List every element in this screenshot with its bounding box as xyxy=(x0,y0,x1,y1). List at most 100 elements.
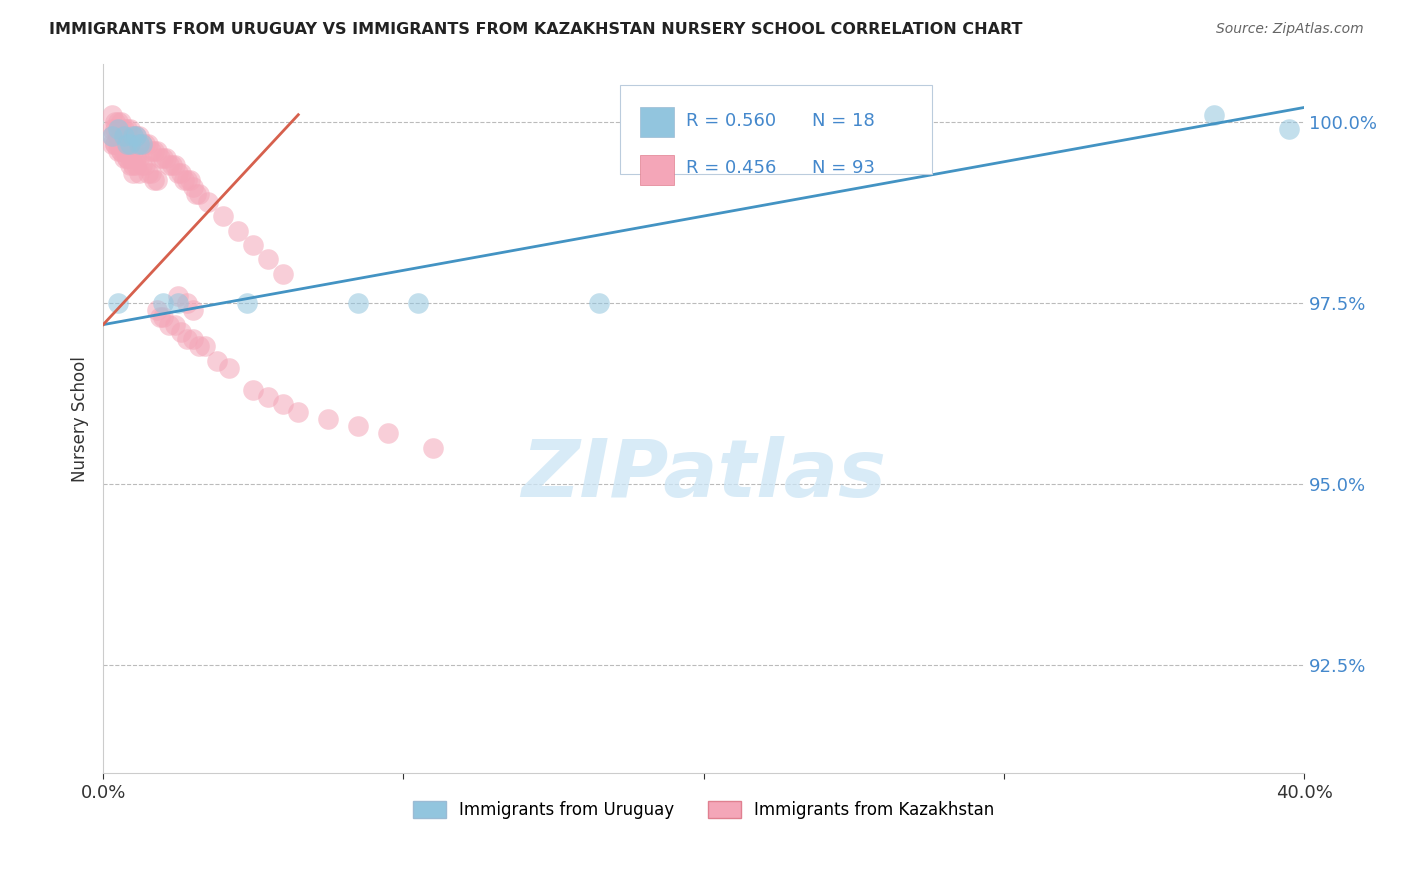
Bar xyxy=(640,107,673,137)
Point xyxy=(112,129,135,144)
Point xyxy=(186,187,208,202)
FancyBboxPatch shape xyxy=(620,86,932,174)
Point xyxy=(181,303,204,318)
Point xyxy=(110,115,132,129)
Point xyxy=(128,166,150,180)
Point xyxy=(149,151,172,165)
Point xyxy=(236,296,259,310)
Point xyxy=(107,129,129,144)
Point xyxy=(143,144,166,158)
Point xyxy=(179,173,201,187)
Point xyxy=(112,144,135,158)
Point xyxy=(152,151,174,165)
Point xyxy=(101,108,124,122)
Point xyxy=(104,115,127,129)
Point xyxy=(318,411,340,425)
Point xyxy=(131,158,153,172)
Text: ZIPatlas: ZIPatlas xyxy=(522,436,886,515)
Point xyxy=(141,144,163,158)
Point xyxy=(347,419,370,434)
Point xyxy=(167,288,190,302)
Point xyxy=(155,151,177,165)
Point xyxy=(120,144,142,158)
Point xyxy=(110,144,132,158)
Point xyxy=(104,136,127,151)
Point xyxy=(165,158,187,172)
Point xyxy=(122,144,145,158)
Point xyxy=(136,166,159,180)
Point xyxy=(125,129,148,144)
Point xyxy=(112,151,135,165)
Point xyxy=(205,354,228,368)
Point xyxy=(181,180,204,194)
Text: IMMIGRANTS FROM URUGUAY VS IMMIGRANTS FROM KAZAKHSTAN NURSERY SCHOOL CORRELATION: IMMIGRANTS FROM URUGUAY VS IMMIGRANTS FR… xyxy=(49,22,1022,37)
Point xyxy=(176,332,198,346)
Point xyxy=(115,151,138,165)
Point xyxy=(101,122,124,136)
Point xyxy=(107,144,129,158)
Point xyxy=(152,296,174,310)
Point xyxy=(1202,108,1225,122)
Point xyxy=(107,136,129,151)
Point xyxy=(588,296,610,310)
Point xyxy=(170,166,193,180)
Point xyxy=(115,136,138,151)
Y-axis label: Nursery School: Nursery School xyxy=(72,356,89,482)
Point xyxy=(422,441,444,455)
Point xyxy=(120,151,142,165)
Point xyxy=(125,158,148,172)
Point xyxy=(181,332,204,346)
Point xyxy=(242,383,264,397)
Point xyxy=(131,136,153,151)
Point xyxy=(120,122,142,136)
Point xyxy=(141,166,163,180)
Point xyxy=(257,252,280,267)
Point xyxy=(146,144,169,158)
Point xyxy=(128,136,150,151)
Point xyxy=(149,310,172,325)
Point xyxy=(212,209,235,223)
Point xyxy=(128,151,150,165)
Point xyxy=(115,136,138,151)
Point xyxy=(146,173,169,187)
Point xyxy=(226,223,249,237)
Point xyxy=(125,129,148,144)
Point xyxy=(257,390,280,404)
Point xyxy=(143,173,166,187)
Point xyxy=(377,426,399,441)
Text: R = 0.560: R = 0.560 xyxy=(686,112,776,129)
Point xyxy=(112,122,135,136)
Point xyxy=(104,122,127,136)
Text: R = 0.456: R = 0.456 xyxy=(686,160,776,178)
Point xyxy=(120,158,142,172)
Point xyxy=(218,361,240,376)
Point xyxy=(134,158,156,172)
Point xyxy=(160,158,183,172)
Point xyxy=(170,325,193,339)
Point xyxy=(194,339,217,353)
Point xyxy=(146,303,169,318)
Point xyxy=(165,318,187,332)
Point xyxy=(152,310,174,325)
Point xyxy=(112,136,135,151)
Point xyxy=(122,158,145,172)
Point xyxy=(115,122,138,136)
Text: N = 18: N = 18 xyxy=(811,112,875,129)
Point xyxy=(136,136,159,151)
Point xyxy=(176,296,198,310)
Point xyxy=(104,136,127,151)
Point xyxy=(157,318,180,332)
Point xyxy=(167,166,190,180)
Point xyxy=(115,151,138,165)
Point xyxy=(271,267,294,281)
Text: Source: ZipAtlas.com: Source: ZipAtlas.com xyxy=(1216,22,1364,37)
Point xyxy=(101,129,124,144)
Bar xyxy=(640,155,673,185)
Point xyxy=(125,151,148,165)
Point xyxy=(176,173,198,187)
Point xyxy=(188,187,211,202)
Point xyxy=(120,136,142,151)
Point xyxy=(122,129,145,144)
Point xyxy=(157,158,180,172)
Text: N = 93: N = 93 xyxy=(811,160,875,178)
